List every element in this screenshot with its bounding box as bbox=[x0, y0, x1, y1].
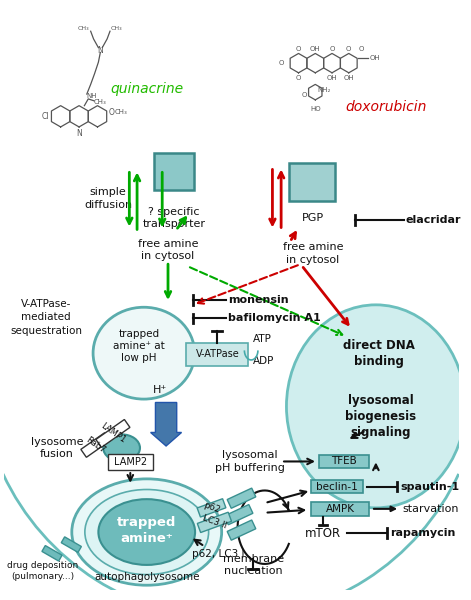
Text: p62, LC3 I: p62, LC3 I bbox=[192, 549, 244, 559]
Text: monensin: monensin bbox=[228, 295, 289, 305]
Polygon shape bbox=[197, 512, 232, 533]
Polygon shape bbox=[319, 455, 369, 468]
Text: rapamycin: rapamycin bbox=[390, 528, 456, 538]
Ellipse shape bbox=[72, 479, 222, 585]
Text: O: O bbox=[301, 92, 307, 98]
Text: O: O bbox=[109, 108, 115, 117]
Polygon shape bbox=[61, 537, 81, 553]
Text: TFEB: TFEB bbox=[331, 457, 357, 466]
Text: autophagolysosome: autophagolysosome bbox=[94, 572, 200, 583]
Text: simple
diffusion: simple diffusion bbox=[84, 187, 132, 209]
Polygon shape bbox=[227, 488, 256, 508]
Bar bbox=[289, 163, 335, 202]
Ellipse shape bbox=[103, 434, 140, 461]
Text: CH₃: CH₃ bbox=[78, 26, 89, 31]
Text: O: O bbox=[358, 46, 364, 52]
Text: ATP: ATP bbox=[253, 334, 272, 344]
FancyBboxPatch shape bbox=[108, 454, 153, 470]
Polygon shape bbox=[227, 520, 256, 540]
Text: OH: OH bbox=[370, 55, 381, 61]
Text: free amine
in cytosol: free amine in cytosol bbox=[283, 242, 343, 265]
FancyArrow shape bbox=[151, 403, 181, 446]
Text: quinacrine: quinacrine bbox=[110, 82, 183, 96]
Ellipse shape bbox=[98, 499, 195, 565]
Text: O: O bbox=[278, 60, 284, 66]
Text: spautin-1: spautin-1 bbox=[400, 482, 459, 491]
Text: V-ATPase-
mediated
sequestration: V-ATPase- mediated sequestration bbox=[10, 299, 82, 335]
Polygon shape bbox=[311, 480, 363, 493]
Text: OH: OH bbox=[327, 75, 337, 81]
Text: OH: OH bbox=[343, 75, 354, 81]
Text: H⁺: H⁺ bbox=[153, 385, 167, 395]
Text: ? specific
transporter: ? specific transporter bbox=[142, 206, 205, 229]
Text: LAMP2: LAMP2 bbox=[114, 457, 147, 467]
Polygon shape bbox=[81, 433, 110, 457]
Text: starvation: starvation bbox=[402, 504, 458, 514]
Text: CH₃: CH₃ bbox=[94, 99, 107, 105]
Text: V-ATPase: V-ATPase bbox=[195, 349, 239, 359]
Text: elacridar: elacridar bbox=[406, 215, 462, 225]
Ellipse shape bbox=[85, 490, 209, 575]
Polygon shape bbox=[96, 419, 130, 448]
Bar bbox=[154, 153, 194, 190]
Text: trapped
amine⁺ at
low pH: trapped amine⁺ at low pH bbox=[113, 329, 165, 364]
Text: Cl: Cl bbox=[41, 112, 49, 121]
Text: direct DNA
binding: direct DNA binding bbox=[343, 338, 415, 368]
Text: PGP: PGP bbox=[302, 213, 324, 223]
FancyBboxPatch shape bbox=[187, 343, 248, 366]
Text: CH₃: CH₃ bbox=[115, 109, 128, 115]
Text: O: O bbox=[346, 46, 351, 52]
Text: p62: p62 bbox=[202, 501, 221, 515]
Text: O: O bbox=[329, 46, 335, 52]
Polygon shape bbox=[311, 502, 369, 515]
Text: Rab7: Rab7 bbox=[84, 435, 107, 455]
Text: trapped
amine⁺: trapped amine⁺ bbox=[117, 515, 177, 545]
Polygon shape bbox=[197, 499, 226, 517]
Text: O: O bbox=[296, 46, 301, 52]
Text: bafilomycin A1: bafilomycin A1 bbox=[228, 313, 321, 323]
Text: lysosomal
biogenesis
signaling: lysosomal biogenesis signaling bbox=[345, 394, 416, 439]
Ellipse shape bbox=[286, 305, 465, 508]
Text: CH₃: CH₃ bbox=[111, 26, 122, 31]
Text: drug deposition
(pulmonary...): drug deposition (pulmonary...) bbox=[7, 560, 78, 581]
Text: doxorubicin: doxorubicin bbox=[345, 100, 426, 113]
Text: beclin-1: beclin-1 bbox=[317, 482, 358, 491]
Text: NH: NH bbox=[86, 93, 97, 99]
Text: LAMP1: LAMP1 bbox=[99, 422, 127, 445]
Text: membrane
nucleation: membrane nucleation bbox=[222, 554, 284, 576]
Text: AMPK: AMPK bbox=[325, 504, 355, 514]
Text: ADP: ADP bbox=[253, 356, 275, 366]
Text: LC3 II: LC3 II bbox=[201, 514, 228, 531]
Text: NH₂: NH₂ bbox=[317, 87, 331, 93]
Text: O: O bbox=[296, 75, 301, 81]
Text: mTOR: mTOR bbox=[305, 527, 341, 539]
Text: free amine
in cytosol: free amine in cytosol bbox=[138, 239, 198, 261]
Polygon shape bbox=[224, 505, 253, 525]
Text: HO: HO bbox=[310, 106, 321, 112]
Text: OH: OH bbox=[310, 46, 321, 52]
Text: N: N bbox=[76, 129, 82, 138]
Text: lysosomal
pH buffering: lysosomal pH buffering bbox=[215, 450, 285, 473]
Text: lysosome
fusion: lysosome fusion bbox=[31, 437, 83, 459]
Text: N: N bbox=[97, 46, 103, 55]
Ellipse shape bbox=[93, 307, 195, 399]
Polygon shape bbox=[42, 545, 62, 561]
